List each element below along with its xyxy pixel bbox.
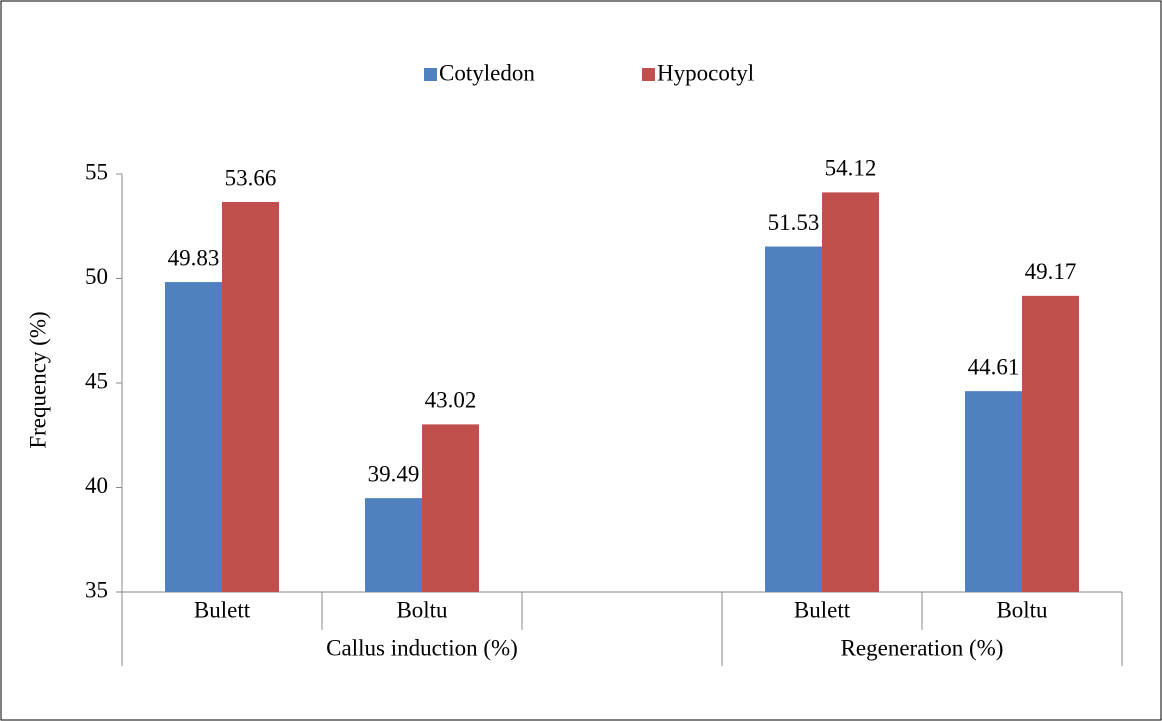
data-label: 49.83 <box>168 245 220 270</box>
data-label: 51.53 <box>768 210 820 235</box>
bar <box>165 282 222 592</box>
y-tick-label: 50 <box>85 264 108 289</box>
data-label: 43.02 <box>425 388 477 413</box>
x-tick-label: Boltu <box>996 597 1048 622</box>
x-tick-label: Bulett <box>794 597 851 622</box>
bar <box>422 424 479 592</box>
group-label: Regeneration (%) <box>841 635 1004 660</box>
x-tick-label: Boltu <box>396 597 448 622</box>
data-label: 44.61 <box>968 354 1020 379</box>
data-label: 53.66 <box>225 165 277 190</box>
bar <box>1022 295 1079 592</box>
bar <box>365 498 422 592</box>
bar <box>765 246 822 592</box>
bar <box>965 391 1022 592</box>
legend-label: Cotyledon <box>439 60 535 85</box>
legend-label: Hypocotyl <box>657 60 754 85</box>
legend-swatch <box>642 68 655 81</box>
bar <box>822 192 879 592</box>
data-label: 49.17 <box>1025 259 1077 284</box>
y-tick-label: 35 <box>85 577 108 602</box>
y-tick-label: 55 <box>85 159 108 184</box>
data-label: 39.49 <box>368 461 420 486</box>
group-label: Callus induction (%) <box>326 635 518 660</box>
bar <box>222 202 279 593</box>
y-tick-label: 45 <box>85 368 108 393</box>
data-label: 54.12 <box>825 156 877 181</box>
x-tick-label: Bulett <box>194 597 251 622</box>
legend-swatch <box>424 68 437 81</box>
y-tick-label: 40 <box>85 473 108 498</box>
y-axis-label: Frequency (%) <box>25 311 50 448</box>
